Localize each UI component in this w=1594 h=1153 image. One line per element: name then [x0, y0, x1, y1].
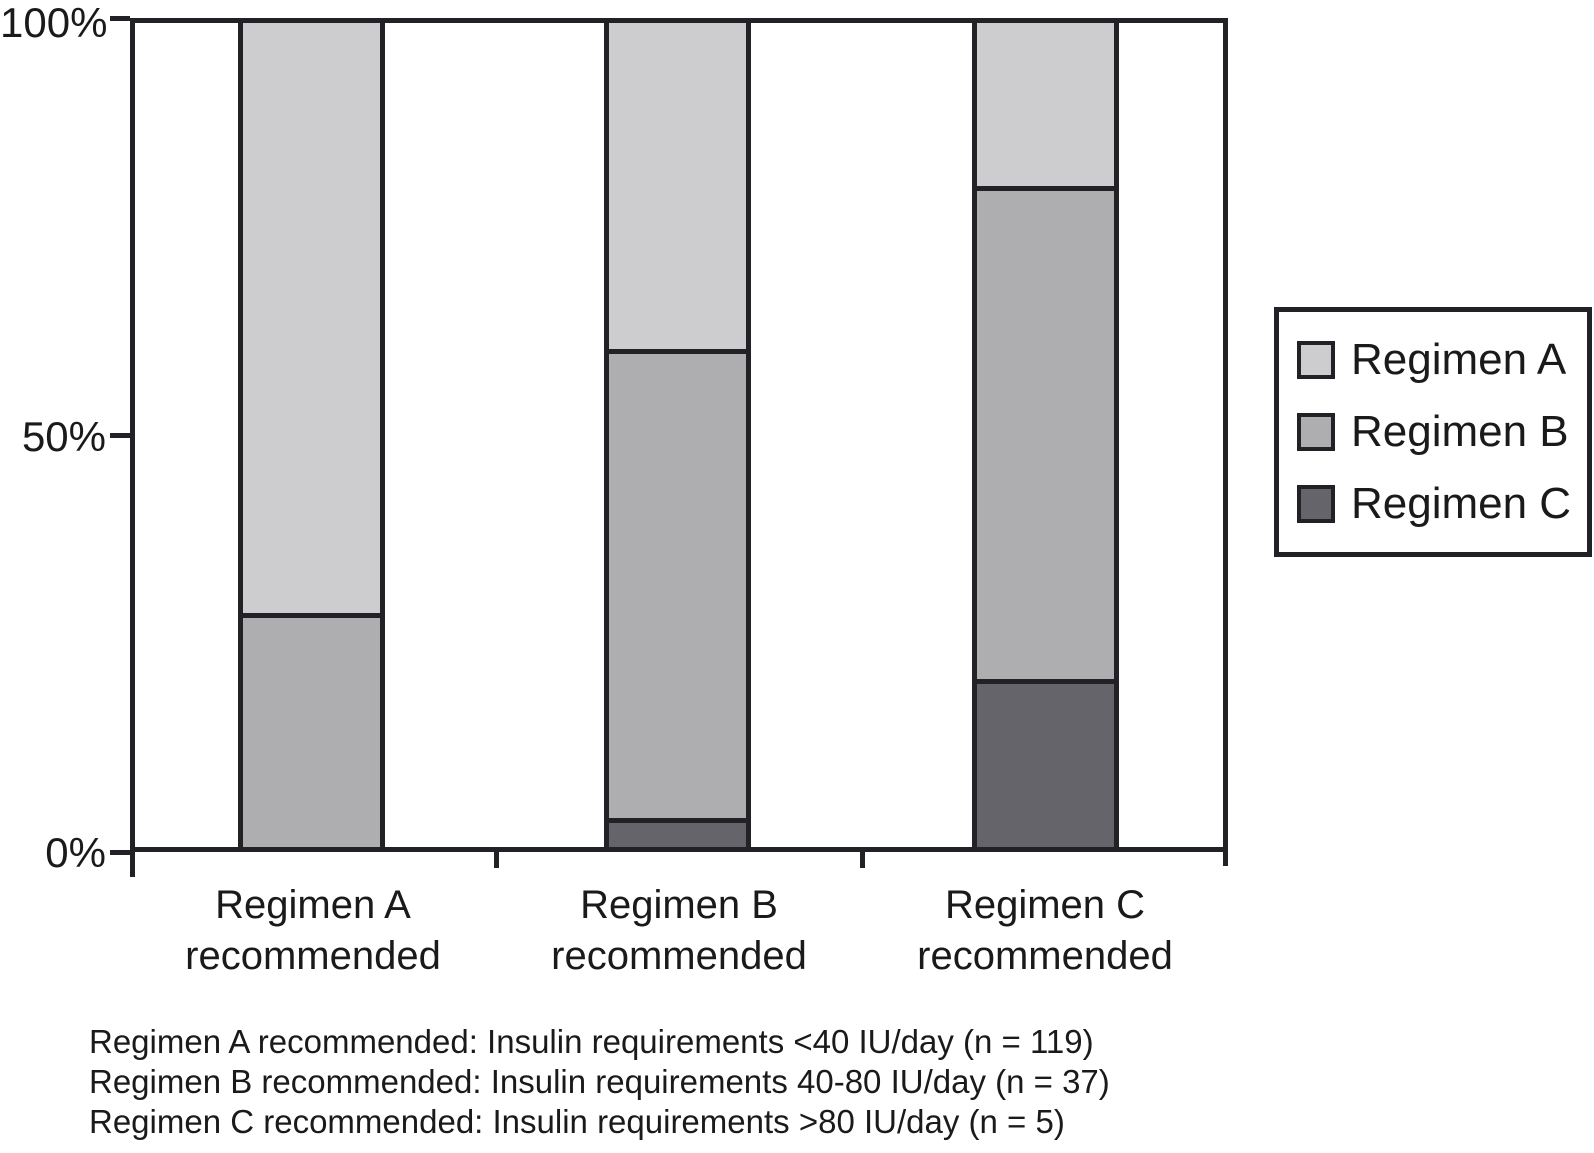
- bar-segment-regimen-b: [243, 612, 380, 847]
- category-label-line: Regimen A: [215, 883, 411, 927]
- legend-item-regimen-a: Regimen A: [1297, 336, 1587, 384]
- x-axis-tick-mark-right: [1223, 852, 1228, 866]
- bar-regimen-a-recommended: [238, 23, 385, 847]
- bar-regimen-b-recommended: [604, 23, 751, 847]
- legend-swatch-regimen-b: [1297, 413, 1335, 451]
- legend-item-regimen-b: Regimen B: [1297, 408, 1587, 456]
- x-axis-category-label-regimen-b: Regimen B recommended: [529, 880, 829, 982]
- y-axis-tick-mark-0: [110, 850, 130, 855]
- x-axis-category-label-regimen-c: Regimen C recommended: [895, 880, 1195, 982]
- y-axis-tick-mark-50: [110, 433, 130, 438]
- footnote-regimen-c: Regimen C recommended: Insulin requireme…: [89, 1103, 1065, 1140]
- bar-segment-regimen-b: [609, 348, 746, 818]
- legend-label-regimen-c: Regimen C: [1351, 479, 1572, 528]
- plot-area: [130, 18, 1228, 852]
- y-axis-tick-label-50: 50%: [21, 413, 106, 460]
- bar-segment-regimen-b: [977, 185, 1114, 680]
- category-label-line: Regimen B: [580, 883, 778, 927]
- x-axis-tick-mark-2: [860, 852, 865, 868]
- bar-segment-regimen-c: [609, 817, 746, 847]
- legend-label-regimen-a: Regimen A: [1351, 335, 1567, 384]
- bar-segment-regimen-a: [977, 23, 1114, 186]
- chart-footnotes: Regimen A recommended: Insulin requireme…: [89, 1022, 1110, 1142]
- category-label-line: recommended: [551, 934, 807, 978]
- footnote-regimen-b: Regimen B recommended: Insulin requireme…: [89, 1063, 1110, 1100]
- y-axis-tick-label-100: 100%: [0, 0, 108, 46]
- legend-item-regimen-c: Regimen C: [1297, 480, 1587, 528]
- bar-segment-regimen-a: [609, 23, 746, 349]
- x-axis-category-label-regimen-a: Regimen A recommended: [163, 880, 463, 982]
- category-label-line: recommended: [185, 934, 441, 978]
- y-axis-extension: [130, 852, 135, 877]
- legend: Regimen A Regimen B Regimen C: [1274, 307, 1592, 557]
- y-axis-tick-label-0: 0%: [45, 829, 106, 876]
- footnote-regimen-a: Regimen A recommended: Insulin requireme…: [89, 1023, 1094, 1060]
- legend-swatch-regimen-a: [1297, 341, 1335, 379]
- legend-swatch-regimen-c: [1297, 485, 1335, 523]
- category-label-line: recommended: [917, 934, 1173, 978]
- bar-regimen-c-recommended: [972, 23, 1119, 847]
- bar-segment-regimen-a: [243, 23, 380, 613]
- y-axis-tick-mark-100: [110, 16, 130, 21]
- category-label-line: Regimen C: [944, 883, 1146, 927]
- x-axis-tick-mark-1: [494, 852, 499, 868]
- bar-segment-regimen-c: [977, 679, 1114, 847]
- legend-label-regimen-b: Regimen B: [1351, 407, 1569, 456]
